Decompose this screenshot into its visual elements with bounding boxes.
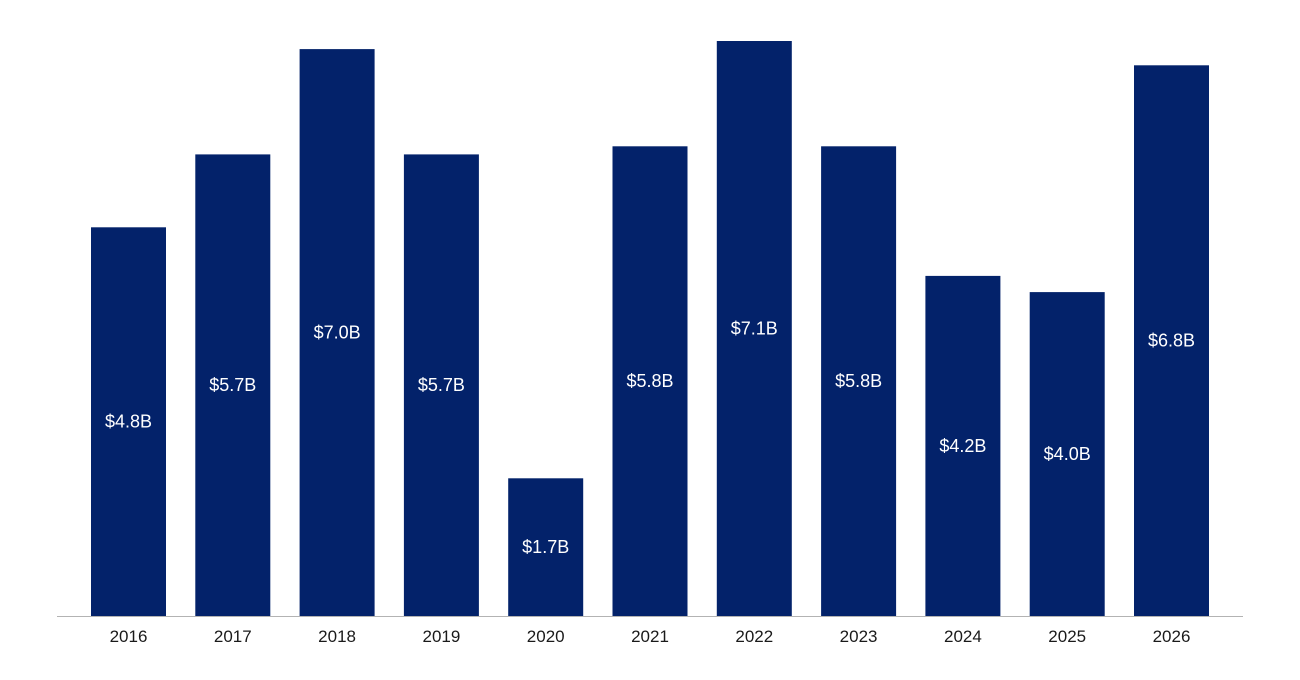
data-labels-group: $4.8B $5.7B $7.0B $5.7B $1.7B $5.8B $7.1B $5.8B… [105,319,1195,558]
data-label-2024: $4.2B [939,436,986,456]
data-label-2016: $4.8B [105,412,152,432]
x-tick-label-2023: 2023 [840,627,878,646]
x-tick-label-2018: 2018 [318,627,356,646]
x-tick-label-2017: 2017 [214,627,252,646]
data-label-2025: $4.0B [1044,444,1091,464]
data-label-2018: $7.0B [314,323,361,343]
bar-2026 [1134,65,1209,617]
data-label-2021: $5.8B [626,371,673,391]
bar-2020 [508,478,584,616]
x-tick-label-2020: 2020 [527,627,565,646]
data-label-2026: $6.8B [1148,331,1195,351]
data-label-2019: $5.7B [418,375,465,395]
bar-2019 [403,154,479,616]
bar-2025 [1029,292,1105,616]
x-tick-label-2021: 2021 [631,627,669,646]
data-label-2022: $7.1B [731,319,778,339]
bar-2021 [612,146,688,617]
x-tick-label-2016: 2016 [110,627,148,646]
bar-2017 [195,154,271,616]
bar-2022 [716,41,792,616]
bar-2018 [299,49,375,617]
data-label-2017: $5.7B [209,375,256,395]
data-label-2020: $1.7B [522,537,569,557]
bar-2016 [91,227,166,617]
data-label-2023: $5.8B [835,371,882,391]
x-tick-label-2026: 2026 [1153,627,1191,646]
x-tick-label-2025: 2025 [1048,627,1086,646]
x-tick-label-2024: 2024 [944,627,982,646]
x-tick-labels-group: 2016 2017 2018 2019 2020 2021 2022 2023 2024 2025… [110,627,1191,646]
x-tick-label-2019: 2019 [422,627,460,646]
bars-group [91,41,1209,617]
bar-2024 [925,275,1001,616]
x-tick-label-2022: 2022 [735,627,773,646]
bar-2023 [821,146,897,617]
